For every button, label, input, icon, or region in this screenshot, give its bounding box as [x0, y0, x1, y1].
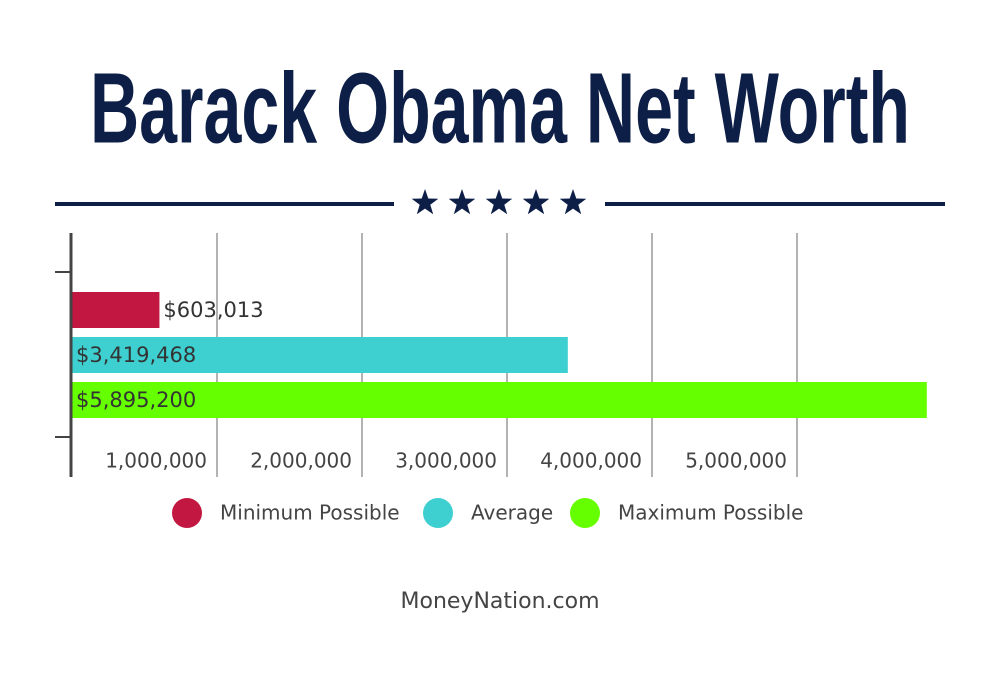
x-tick-label: 5,000,000	[685, 449, 787, 473]
legend-label: Maximum Possible	[618, 501, 803, 525]
value-label: $5,895,200	[76, 388, 196, 412]
bars: $603,013 $3,419,468 $5,895,200	[72, 292, 927, 418]
bar	[72, 382, 927, 418]
legend: Minimum Possible Average Maximum Possible	[172, 498, 803, 528]
x-tick-label: 1,000,000	[105, 449, 207, 473]
source: MoneyNation.com	[401, 589, 600, 614]
legend-label: Minimum Possible	[220, 501, 400, 525]
value-label: $603,013	[163, 298, 263, 322]
legend-marker	[423, 498, 453, 528]
legend-marker	[172, 498, 202, 528]
legend-label: Average	[471, 501, 553, 525]
x-tick-label: 4,000,000	[540, 449, 642, 473]
bar	[72, 337, 568, 373]
chart-title: Barack Obama Net Worth	[90, 52, 910, 164]
x-tick-label: 3,000,000	[395, 449, 497, 473]
value-label: $3,419,468	[76, 343, 196, 367]
legend-marker	[570, 498, 600, 528]
bar	[72, 292, 160, 328]
x-tick-label: 2,000,000	[250, 449, 352, 473]
stars	[411, 189, 587, 215]
